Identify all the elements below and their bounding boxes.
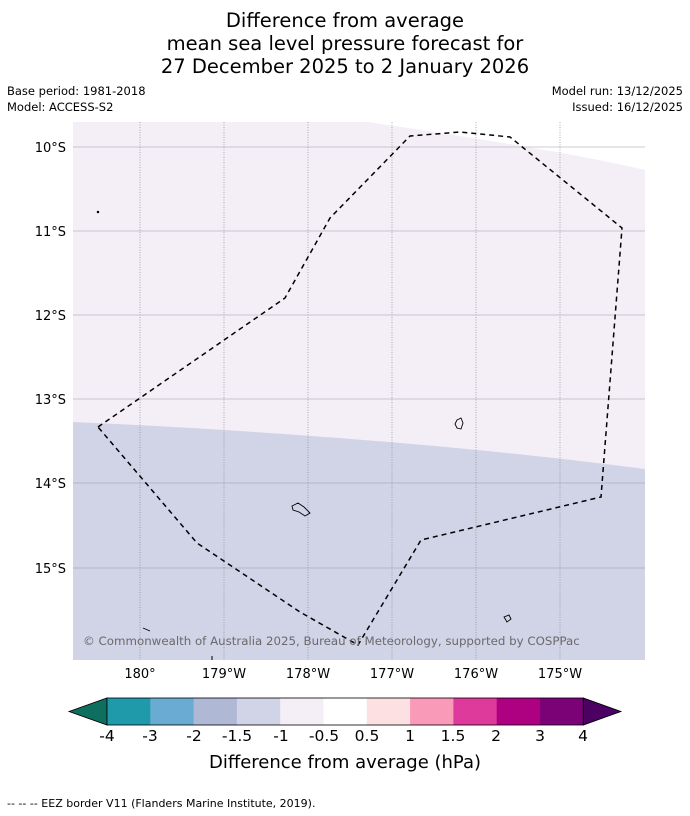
colorbar-label: 1.5 xyxy=(440,727,466,745)
colorbar-segment xyxy=(236,698,281,725)
map-title-line-2: mean sea level pressure forecast for xyxy=(166,32,524,55)
model-label: Model: ACCESS-S2 xyxy=(7,100,114,114)
colorbar-extend-high xyxy=(582,697,623,726)
colorbar-outline xyxy=(106,697,584,726)
lat-tick-labels: 10°S 11°S 12°S 13°S 14°S 15°S xyxy=(35,141,66,577)
colorbar-segment xyxy=(150,698,195,725)
colorbar-segment xyxy=(496,698,541,725)
lon-tick-label: 180° xyxy=(124,667,155,682)
lat-tick-label: 14°S xyxy=(35,477,66,492)
lon-tick-label: 177°W xyxy=(370,667,414,682)
colorbar-segment xyxy=(453,698,498,725)
colorbar-label: 3 xyxy=(535,727,545,745)
lon-tick-label: 175°W xyxy=(538,667,582,682)
colorbar-label: 1 xyxy=(405,727,415,745)
lat-tick-label: 10°S xyxy=(35,141,66,156)
colorbar-segment xyxy=(323,698,368,725)
colorbar-segment xyxy=(540,698,584,725)
colorbar-label: -3 xyxy=(142,727,158,745)
anomaly-region-darker xyxy=(73,422,645,660)
lat-tick-label: 13°S xyxy=(35,393,66,408)
colorbar-label: -1 xyxy=(273,727,289,745)
lon-gridlines xyxy=(139,122,561,660)
colorbar-segment xyxy=(410,698,454,725)
colorbar-label: 4 xyxy=(578,727,588,745)
colorbar-segment xyxy=(280,698,324,725)
colorbar-segment xyxy=(366,698,411,725)
colorbar-label: -1.5 xyxy=(221,727,253,745)
issued-label: Issued: 16/12/2025 xyxy=(572,100,683,114)
eez-border-note: -- -- -- EEZ border V11 (Flanders Marine… xyxy=(7,797,316,810)
colorbar-extend-low xyxy=(67,697,108,726)
colorbar-segment xyxy=(193,698,238,725)
lat-gridlines xyxy=(73,146,645,569)
lat-tick-label: 11°S xyxy=(35,225,66,240)
colorbar xyxy=(67,697,623,726)
base-period-label: Base period: 1981-2018 xyxy=(7,84,146,98)
colorbar-label: -0.5 xyxy=(308,727,340,745)
model-run-label: Model run: 13/12/2025 xyxy=(551,84,683,98)
copyright-notice: © Commonwealth of Australia 2025, Bureau… xyxy=(83,634,580,648)
island-1 xyxy=(96,210,100,214)
lat-tick-label: 12°S xyxy=(35,309,66,324)
map-title-line-3: 27 December 2025 to 2 January 2026 xyxy=(160,55,530,78)
island-3 xyxy=(291,502,311,517)
island-5 xyxy=(142,627,151,632)
lon-tick-label: 176°W xyxy=(454,667,498,682)
lon-tick-labels: 180° 179°W 178°W 177°W 176°W 175°W xyxy=(124,667,582,682)
colorbar-label: -4 xyxy=(99,727,115,745)
colorbar-title: Difference from average (hPa) xyxy=(208,752,482,773)
eez-border xyxy=(96,131,623,647)
lon-tick-label: 178°W xyxy=(286,667,330,682)
lon-tick-label: 179°W xyxy=(202,667,246,682)
colorbar-label: 0.5 xyxy=(354,727,380,745)
island-2 xyxy=(454,417,464,430)
colorbar-label: 2 xyxy=(491,727,501,745)
colorbar-segment xyxy=(107,698,151,725)
neutral-region xyxy=(73,122,645,170)
colorbar-label: -2 xyxy=(186,727,202,745)
map-title-line-1: Difference from average xyxy=(225,9,465,32)
islands xyxy=(96,210,512,632)
island-4 xyxy=(503,614,512,623)
lat-tick-label: 15°S xyxy=(35,562,66,577)
